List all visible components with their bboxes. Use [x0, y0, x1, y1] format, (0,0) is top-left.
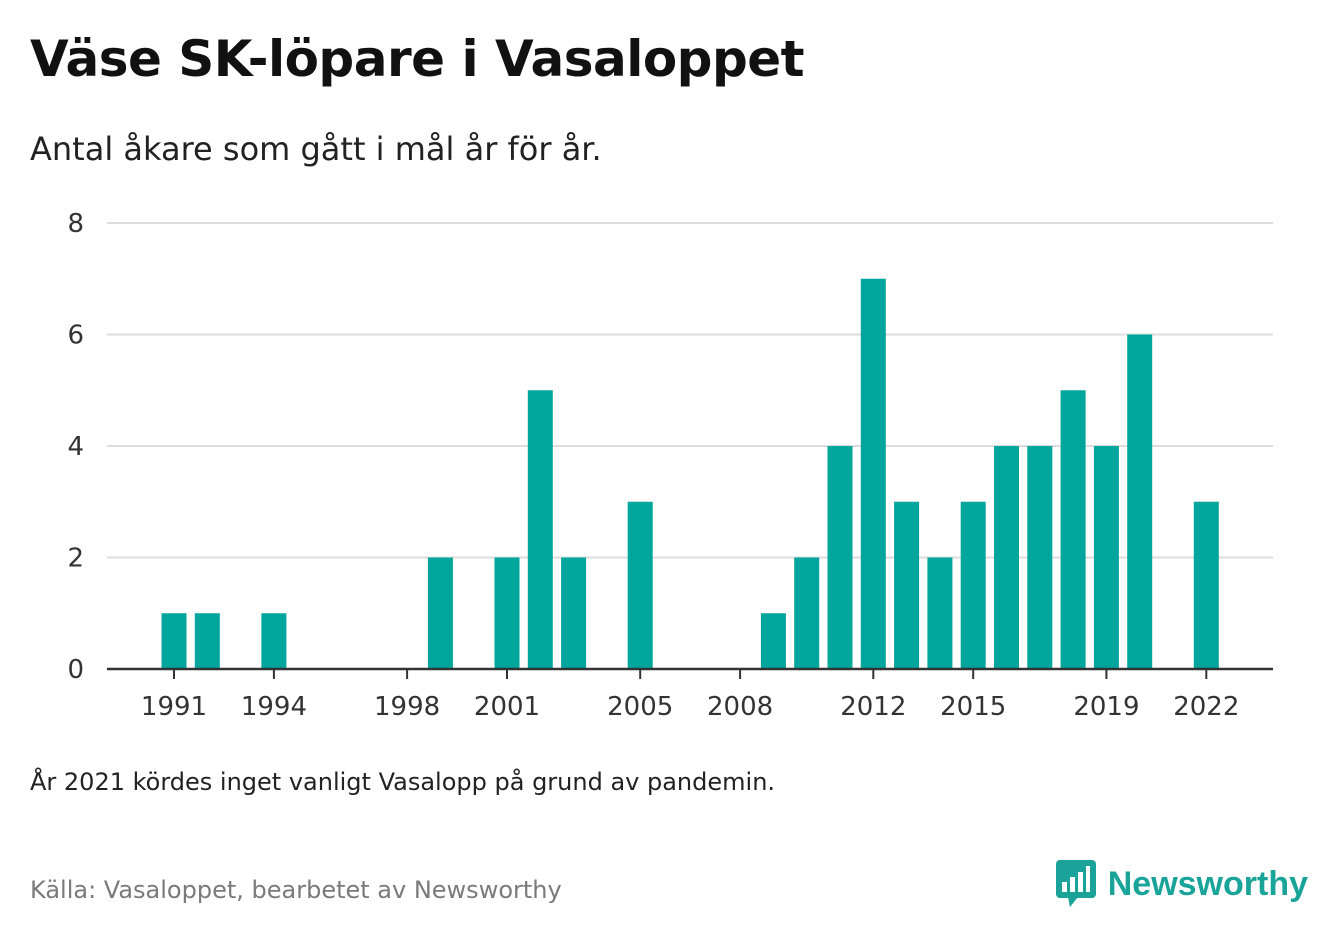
x-tick-label-2015: 2015	[940, 692, 1006, 722]
bar-2015	[960, 501, 986, 669]
bar-2020	[1127, 334, 1153, 669]
x-tick-label-2022: 2022	[1173, 692, 1239, 722]
x-tick-label-1991: 1991	[141, 692, 207, 722]
bars	[161, 278, 1219, 669]
x-tick-label-2012: 2012	[840, 692, 906, 722]
x-tick-label-2001: 2001	[474, 692, 540, 722]
bar-1991	[161, 613, 187, 669]
y-tick-label-4: 4	[67, 432, 84, 462]
y-tick-label-0: 0	[67, 655, 84, 685]
bar-1999	[427, 557, 453, 669]
axes: 0 2 4 6 8 1991 1994 1998 2001 2005 2008 2012 2015 201…	[67, 209, 1273, 722]
newsworthy-brand[interactable]: Newsworthy	[1055, 860, 1308, 908]
bar-1994	[261, 613, 287, 669]
y-tick-label-2: 2	[67, 544, 84, 574]
bar-2001	[494, 557, 520, 669]
bar-2013	[894, 501, 920, 669]
bar-2009	[760, 613, 786, 669]
chart-title: Väse SK-löpare i Vasaloppet	[30, 30, 805, 88]
bar-2005	[627, 501, 653, 669]
y-tick-label-6: 6	[67, 321, 84, 351]
bar-2010	[794, 557, 820, 669]
bar-2022	[1193, 501, 1219, 669]
bar-2017	[1027, 446, 1053, 669]
bar-2016	[994, 446, 1019, 669]
bar-2019	[1093, 446, 1119, 669]
x-tick-label-1998: 1998	[374, 692, 440, 722]
x-tick-label-1994: 1994	[241, 692, 307, 722]
source-credit: Källa: Vasaloppet, bearbetet av Newswort…	[30, 876, 562, 904]
brand-name: Newsworthy	[1107, 864, 1308, 903]
bar-2011	[827, 446, 853, 669]
bar-2012	[860, 278, 886, 669]
chart-note: År 2021 kördes inget vanligt Vasalopp på…	[30, 768, 776, 796]
bar-chart: 0 2 4 6 8 1991 1994 1998 2001 2005 2008 2012 2015 201…	[67, 209, 1273, 722]
chart-subtitle: Antal åkare som gått i mål år för år.	[30, 130, 602, 168]
x-tick-label-2005: 2005	[607, 692, 673, 722]
y-tick-label-8: 8	[67, 209, 84, 239]
bar-2018	[1060, 390, 1086, 669]
bar-2014	[927, 557, 953, 669]
bar-2002	[527, 390, 553, 669]
bar-2003	[561, 557, 587, 669]
x-tick-label-2019: 2019	[1073, 692, 1139, 722]
x-tick-label-2008: 2008	[707, 692, 773, 722]
newsworthy-logo-icon	[1055, 860, 1096, 907]
bar-1992	[194, 613, 220, 669]
